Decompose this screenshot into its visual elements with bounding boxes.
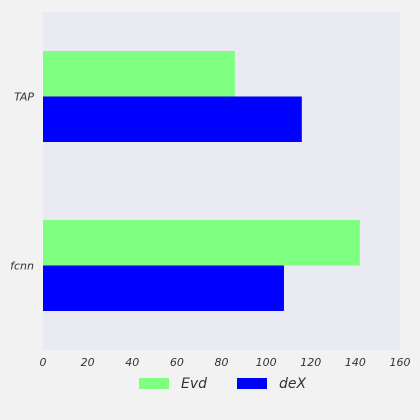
legend-swatch-dex <box>237 378 267 389</box>
x-tick-label: 80 <box>215 356 229 369</box>
x-tick-label: 100 <box>256 356 277 369</box>
x-tick-label: 40 <box>125 356 139 369</box>
x-tick-label: 0 <box>40 356 47 369</box>
legend-label-evd: Evd <box>181 376 207 392</box>
x-tick-label: 120 <box>300 356 321 369</box>
y-tick-label: fcnn <box>10 260 34 273</box>
x-tick-label: 60 <box>170 356 184 369</box>
bar-dex-fcnn <box>43 265 284 311</box>
legend-swatch-evd <box>139 378 169 389</box>
bar-evd-tap <box>43 51 235 97</box>
x-tick-label: 140 <box>345 356 366 369</box>
bar-evd-fcnn <box>43 220 360 266</box>
y-tick-label: TAP <box>14 91 34 104</box>
x-tick-label: 20 <box>81 356 95 369</box>
x-tick-label: 160 <box>390 356 411 369</box>
bar-dex-tap <box>43 96 302 142</box>
legend-label-dex: deX <box>279 376 307 392</box>
legend: Evd deX <box>139 376 307 392</box>
